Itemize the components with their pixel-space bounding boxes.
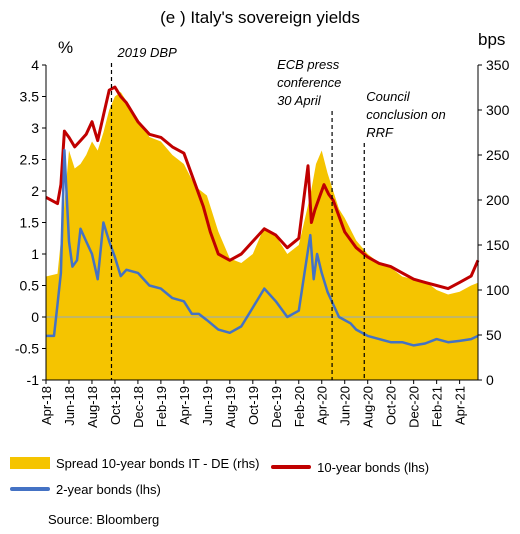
annotation-label: ECB press xyxy=(277,57,340,72)
source-note: Source: Bloomberg xyxy=(48,512,160,527)
x-tick-label: Feb-20 xyxy=(292,386,307,427)
x-tick-label: Dec-20 xyxy=(407,386,422,428)
right-tick-label: 100 xyxy=(486,282,510,298)
right-tick-label: 200 xyxy=(486,192,510,208)
annotation-label: Council xyxy=(366,89,410,104)
x-tick-label: Jun-19 xyxy=(200,386,215,426)
left-tick-label: -1 xyxy=(27,372,40,388)
x-tick-label: Oct-19 xyxy=(246,386,261,425)
chart-canvas: 2019 DBP ECB press conference 30 April Counc… xyxy=(15,30,510,428)
left-tick-label: 1.5 xyxy=(20,215,40,231)
left-tick-label: 2 xyxy=(31,183,39,199)
axes-layer: 4 3.5 3 2.5 2 1.5 1 0.5 0 -0.5 -1 350 300 250 200 150 10… xyxy=(15,30,510,428)
annotation-label: 30 April xyxy=(277,93,322,108)
right-unit-label: bps xyxy=(478,30,505,49)
legend-item-10y: 10-year bonds (lhs) xyxy=(271,456,429,478)
legend-swatch-10y xyxy=(271,465,312,469)
x-tick-label: Jun-20 xyxy=(338,386,353,426)
x-tick-label: Dec-18 xyxy=(131,386,146,428)
left-tick-label: 3.5 xyxy=(20,89,40,105)
right-tick-label: 0 xyxy=(486,372,494,388)
legend-label-spread: Spread 10-year bonds IT - DE (rhs) xyxy=(56,455,260,471)
x-tick-label: Apr-18 xyxy=(39,386,54,425)
legend-item-spread: Spread 10-year bonds IT - DE (rhs) xyxy=(10,452,260,474)
left-tick-label: 4 xyxy=(31,57,39,73)
legend-swatch-2y xyxy=(10,487,50,491)
left-tick-label: 0.5 xyxy=(20,278,40,294)
annotation-layer: 2019 DBP ECB press conference 30 April Counc… xyxy=(110,45,446,380)
x-tick-label: Apr-21 xyxy=(453,386,468,425)
left-tick-label: -0.5 xyxy=(15,341,39,357)
chart-title: (e ) Italy's sovereign yields xyxy=(160,8,360,27)
yield-lines-layer xyxy=(45,85,480,347)
legend-label-2y: 2-year bonds (lhs) xyxy=(56,481,161,497)
x-tick-label: Aug-19 xyxy=(223,386,238,428)
right-tick-label: 50 xyxy=(486,327,502,343)
x-tick-label: Feb-19 xyxy=(154,386,169,427)
left-unit-label: % xyxy=(58,38,73,57)
right-tick-label: 350 xyxy=(486,57,510,73)
right-tick-label: 300 xyxy=(486,102,510,118)
spread-area-layer xyxy=(46,92,478,380)
legend: Spread 10-year bonds IT - DE (rhs) 10-ye… xyxy=(10,452,510,500)
left-tick-label: 3 xyxy=(31,120,39,136)
x-tick-label: Aug-18 xyxy=(85,386,100,428)
x-tick-label: Jun-18 xyxy=(62,386,77,426)
ten-year-yield-line xyxy=(45,85,480,291)
two-year-yield-line xyxy=(46,148,479,347)
x-tick-label: Oct-20 xyxy=(384,386,399,425)
annotation-label: conclusion on xyxy=(366,107,446,122)
right-tick-label: 250 xyxy=(486,147,510,163)
annotation-label: conference xyxy=(277,75,341,90)
annotation-label: 2019 DBP xyxy=(116,45,177,60)
x-tick-label: Feb-21 xyxy=(430,386,445,427)
x-tick-label: Apr-20 xyxy=(315,386,330,425)
left-tick-label: 2.5 xyxy=(20,152,40,168)
annotation-label: RRF xyxy=(366,125,394,140)
x-tick-label: Apr-19 xyxy=(177,386,192,425)
left-tick-label: 1 xyxy=(31,246,39,262)
x-tick-label: Aug-20 xyxy=(361,386,376,428)
legend-label-10y: 10-year bonds (lhs) xyxy=(317,459,430,475)
legend-item-2y: 2-year bonds (lhs) xyxy=(10,478,161,500)
legend-swatch-spread xyxy=(10,457,50,469)
right-tick-label: 150 xyxy=(486,237,510,253)
spread-area-series xyxy=(46,92,478,380)
x-tick-label: Dec-19 xyxy=(269,386,284,428)
x-tick-label: Oct-18 xyxy=(108,386,123,425)
left-tick-label: 0 xyxy=(31,309,39,325)
